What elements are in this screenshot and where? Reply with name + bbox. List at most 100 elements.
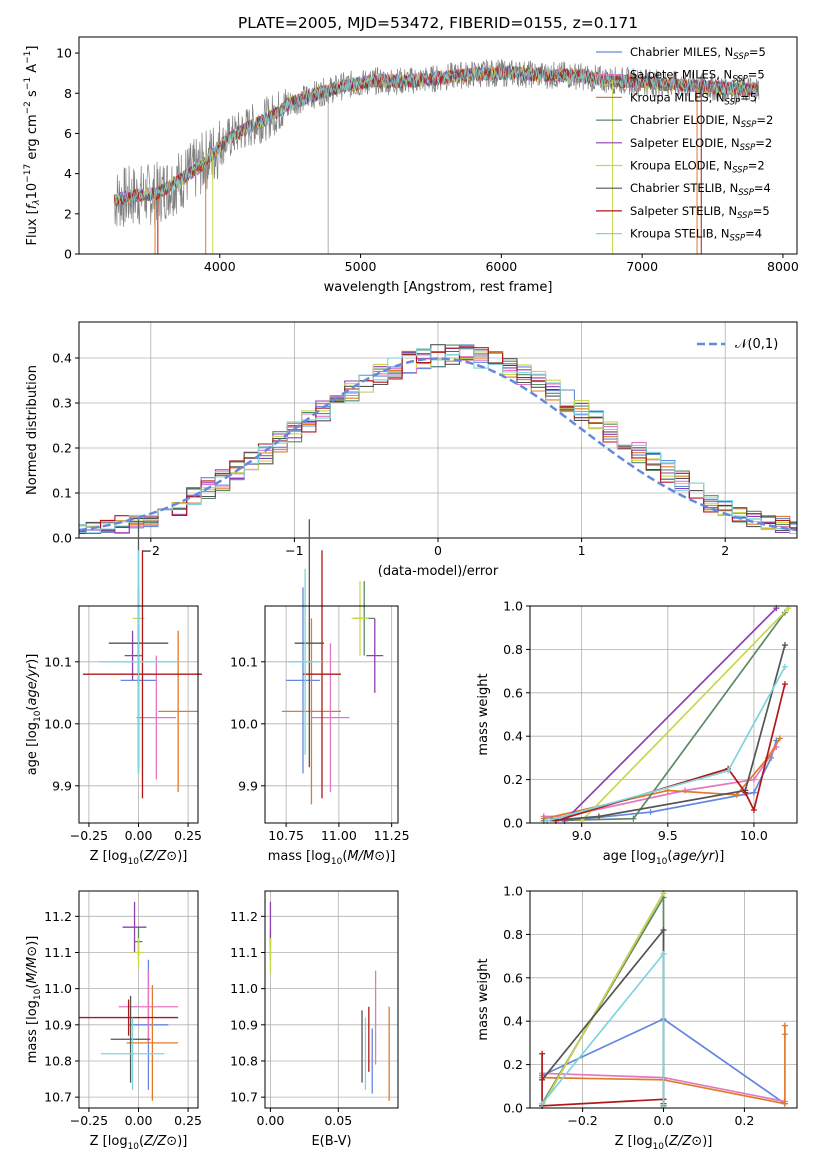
weight-series: [547, 644, 786, 822]
x-tick-label: 0.0: [654, 1113, 674, 1128]
histogram-series: [79, 347, 797, 535]
y-tick-label: 9.9: [52, 778, 72, 793]
weight-marker: [539, 1100, 546, 1107]
x-tick-label: 0.25: [174, 828, 202, 843]
weight-marker: [776, 735, 783, 742]
x-axis-label: Z [log10(Z/Z⊙)]: [90, 1134, 188, 1152]
age-vs-mass-panel: 10.75 11.00 11.25 9.9 10.0 10.1 mass [log10(M/…: [230, 519, 410, 867]
legend-entry: Chabrier ELODIE, NSSP=2: [630, 113, 773, 130]
weight-marker: [660, 950, 667, 957]
y-tick-label: 0.1: [52, 486, 72, 501]
weight-marker: [630, 815, 637, 822]
weight-marker: [682, 787, 689, 794]
legend-entry: Kroupa MILES, NSSP=5: [630, 90, 757, 107]
y-tick-label: 10.7: [230, 1090, 258, 1105]
x-axis-label: Z [log10(Z/Z⊙)]: [615, 1134, 713, 1152]
y-axis-label: Flux [fλ10−17 erg cm−2 s−1 A−1]: [23, 46, 42, 246]
weight-marker: [750, 806, 757, 813]
y-tick-label: 0.6: [503, 970, 523, 985]
weight-series: [581, 607, 790, 822]
spectrum-panel: 4000 5000 6000 7000 8000 0 2 4 6 8 10 wavelength [A…: [23, 36, 799, 295]
weight-series: [546, 666, 786, 822]
y-tick-label: 0.0: [503, 816, 523, 831]
y-tick-label: 10: [56, 46, 72, 61]
y-axis-label: Normed distribution: [25, 365, 40, 495]
x-tick-label: 1: [578, 543, 586, 558]
y-tick-label: 0.6: [503, 685, 523, 700]
y-tick-label: 10.8: [230, 1053, 258, 1068]
weight-series: [563, 607, 777, 822]
x-tick-label: 6000: [485, 259, 517, 274]
histogram-panel: −2 −1 0 1 2 0.0 0.1 0.2 0.3 0.4 (data-model)/error…: [25, 321, 798, 579]
y-tick-label: 0.4: [503, 1014, 523, 1029]
axes-frame: [264, 605, 399, 824]
weight-series: [543, 740, 778, 822]
y-tick-label: 11.1: [230, 945, 258, 960]
weight-marker: [664, 787, 671, 794]
spectrum-legend: Chabrier MILES, NSSP=5 Salpeter MILES, NS…: [596, 45, 773, 244]
x-tick-label: −0.2: [567, 1113, 597, 1128]
legend-entry: Chabrier STELIB, NSSP=4: [630, 181, 771, 198]
weight-marker: [725, 767, 732, 774]
x-tick-label: 0.00: [125, 828, 153, 843]
y-tick-label: 0.0: [52, 531, 72, 546]
y-tick-label: 11.2: [230, 909, 258, 924]
normal-curve: [79, 357, 797, 532]
x-tick-label: 0.00: [125, 1113, 153, 1128]
x-tick-label: 11.25: [374, 828, 410, 843]
legend-entry: Salpeter ELODIE, NSSP=2: [630, 136, 772, 153]
weight-series: [541, 892, 665, 1107]
x-tick-label: 5000: [345, 259, 377, 274]
y-tick-label: 4: [64, 166, 72, 181]
y-tick-label: 0.4: [503, 729, 523, 744]
histogram-series: [79, 348, 797, 535]
y-tick-label: 9.9: [238, 778, 258, 793]
y-axis-label: mass [log10(M/M⊙)]: [25, 936, 43, 1064]
x-axis-label: E(B-V): [311, 1134, 351, 1149]
massweight-vs-age-panel: 9.0 9.5 10.0 0.0 0.2 0.4 0.6 0.8 1.0 age [log10(a…: [476, 599, 798, 867]
model-spectrum: [113, 65, 760, 204]
x-tick-label: 7000: [626, 259, 658, 274]
x-tick-label: 0.2: [734, 1113, 754, 1128]
x-axis-label: Z [log10(Z/Z⊙)]: [90, 849, 188, 867]
weight-marker: [781, 1031, 788, 1038]
weight-marker: [539, 1050, 546, 1057]
x-axis-label: wavelength [Angstrom, rest frame]: [324, 280, 553, 295]
x-axis-label: (data-model)/error: [378, 564, 499, 579]
x-tick-label: −2: [142, 543, 160, 558]
axes-frame: [529, 605, 798, 824]
model-spectrum: [113, 65, 760, 205]
y-tick-label: 2: [64, 206, 72, 221]
mass-vs-EBV-panel: 0.00 0.05 10.7 10.8 10.9 11.0 11.1 11.2 E(B-V): [230, 890, 399, 1149]
legend-entry: Salpeter MILES, NSSP=5: [630, 68, 765, 85]
weight-marker: [647, 809, 654, 816]
legend-entry: Chabrier MILES, NSSP=5: [630, 45, 766, 62]
weight-marker: [781, 642, 788, 649]
legend-entry: 𝒩(0,1): [735, 337, 778, 352]
weight-marker: [781, 663, 788, 670]
legend-entry: Kroupa STELIB, NSSP=4: [630, 227, 762, 244]
legend-entry: Kroupa ELODIE, NSSP=2: [630, 159, 765, 176]
y-tick-label: 6: [64, 126, 72, 141]
x-tick-label: −1: [285, 543, 303, 558]
y-axis-label: mass weight: [476, 958, 491, 1040]
weight-series: [555, 683, 786, 822]
weight-series: [541, 951, 665, 1108]
weight-marker: [781, 681, 788, 688]
x-tick-label: 0.05: [324, 1113, 352, 1128]
y-tick-label: 0.2: [52, 441, 72, 456]
x-tick-label: −0.25: [70, 1113, 108, 1128]
y-tick-label: 11.2: [44, 909, 72, 924]
x-tick-label: −0.25: [70, 828, 108, 843]
y-tick-label: 0.3: [52, 396, 72, 411]
x-tick-label: 0.25: [174, 1113, 202, 1128]
x-axis-label: mass [log10(M/M⊙)]: [268, 849, 396, 867]
y-tick-label: 10.7: [44, 1090, 72, 1105]
y-tick-label: 0: [64, 247, 72, 262]
y-tick-label: 0.4: [52, 351, 72, 366]
y-tick-label: 8: [64, 86, 72, 101]
age-vs-Z-panel: −0.25 0.00 0.25 9.9 10.0 10.1 Z [log10(Z/Z⊙)] a…: [25, 519, 202, 867]
x-tick-label: 4000: [204, 259, 236, 274]
y-tick-label: 0.8: [503, 642, 523, 657]
